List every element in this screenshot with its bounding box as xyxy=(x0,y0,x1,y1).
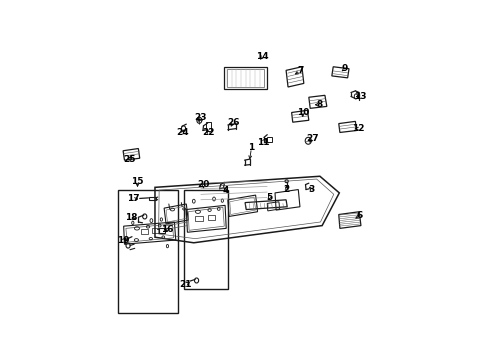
Text: 27: 27 xyxy=(305,134,318,143)
Text: 12: 12 xyxy=(352,124,364,133)
Text: 21: 21 xyxy=(179,280,191,289)
Text: 13: 13 xyxy=(353,92,366,101)
Text: 24: 24 xyxy=(176,128,189,137)
Bar xyxy=(148,197,155,200)
Text: 8: 8 xyxy=(316,100,322,109)
Text: 10: 10 xyxy=(296,108,308,117)
Text: 26: 26 xyxy=(227,118,239,127)
Bar xyxy=(152,228,159,233)
Text: 17: 17 xyxy=(127,194,140,203)
Text: 9: 9 xyxy=(341,64,347,73)
Bar xyxy=(141,229,148,234)
Bar xyxy=(183,190,227,289)
Text: 23: 23 xyxy=(194,113,206,122)
Text: 4: 4 xyxy=(222,186,228,195)
Bar xyxy=(266,137,271,143)
Bar xyxy=(205,122,211,131)
Text: 6: 6 xyxy=(356,211,363,220)
Text: 7: 7 xyxy=(297,66,303,75)
Text: 2: 2 xyxy=(283,185,289,194)
Text: 20: 20 xyxy=(197,180,209,189)
Text: 1: 1 xyxy=(248,144,254,153)
Text: 5: 5 xyxy=(266,193,272,202)
Text: 22: 22 xyxy=(202,128,214,137)
Bar xyxy=(195,216,203,221)
Bar xyxy=(207,215,214,220)
Text: 3: 3 xyxy=(308,185,314,194)
Text: 19: 19 xyxy=(117,235,130,244)
Text: 25: 25 xyxy=(122,155,135,164)
Text: 16: 16 xyxy=(161,225,173,234)
Text: 15: 15 xyxy=(131,177,143,186)
Text: 11: 11 xyxy=(256,138,269,147)
Text: 18: 18 xyxy=(124,213,137,222)
Bar xyxy=(118,190,178,312)
Bar xyxy=(158,228,164,233)
Text: 14: 14 xyxy=(255,52,268,61)
